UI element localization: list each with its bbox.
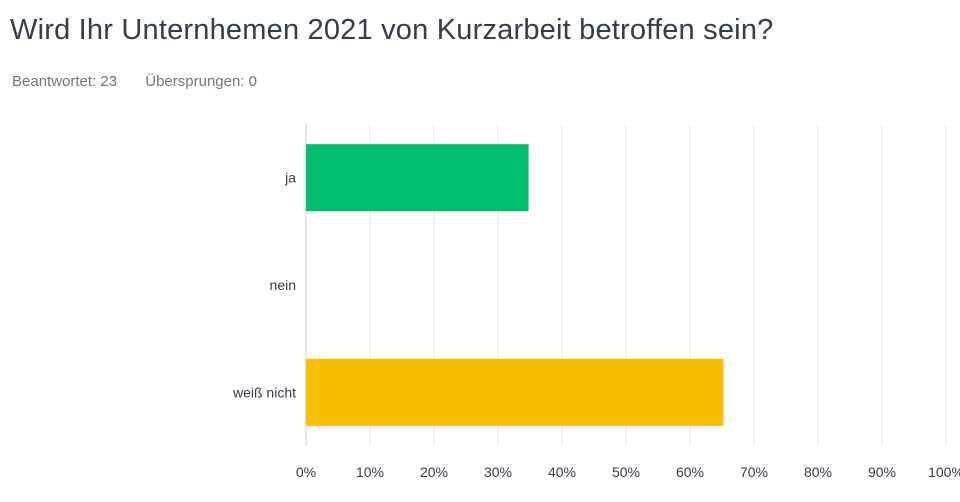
response-stats: Beantwortet: 23 Übersprungen: 0 — [12, 73, 281, 90]
x-tick-label: 20% — [420, 464, 448, 480]
x-tick-label: 0% — [296, 464, 316, 480]
category-label: weiß nicht — [232, 384, 296, 400]
x-tick-label: 90% — [868, 464, 896, 480]
x-tick-label: 30% — [484, 464, 512, 480]
bar-ja[interactable] — [306, 144, 529, 212]
x-tick-label: 10% — [356, 464, 384, 480]
bar-weiss-nicht[interactable] — [306, 358, 724, 426]
category-label: nein — [270, 277, 296, 293]
answered-count: Beantwortet: 23 — [12, 73, 118, 90]
x-tick-label: 70% — [740, 464, 768, 480]
x-tick-label: 80% — [804, 464, 832, 480]
skipped-count: Übersprungen: 0 — [145, 73, 257, 90]
tick-labels: 0% 10% 20% 30% 40% 50% 60% 70% 80% 90% 100% — [296, 464, 960, 480]
x-tick-label: 50% — [612, 464, 640, 480]
category-label: ja — [284, 170, 296, 186]
question-title: Wird Ihr Unternhemen 2021 von Kurzarbeit… — [10, 14, 774, 46]
category-labels: ja nein weiß nicht — [232, 170, 296, 401]
bars — [306, 144, 724, 426]
x-tick-label: 40% — [548, 464, 576, 480]
x-tick-label: 100% — [928, 464, 960, 480]
x-tick-label: 60% — [676, 464, 704, 480]
